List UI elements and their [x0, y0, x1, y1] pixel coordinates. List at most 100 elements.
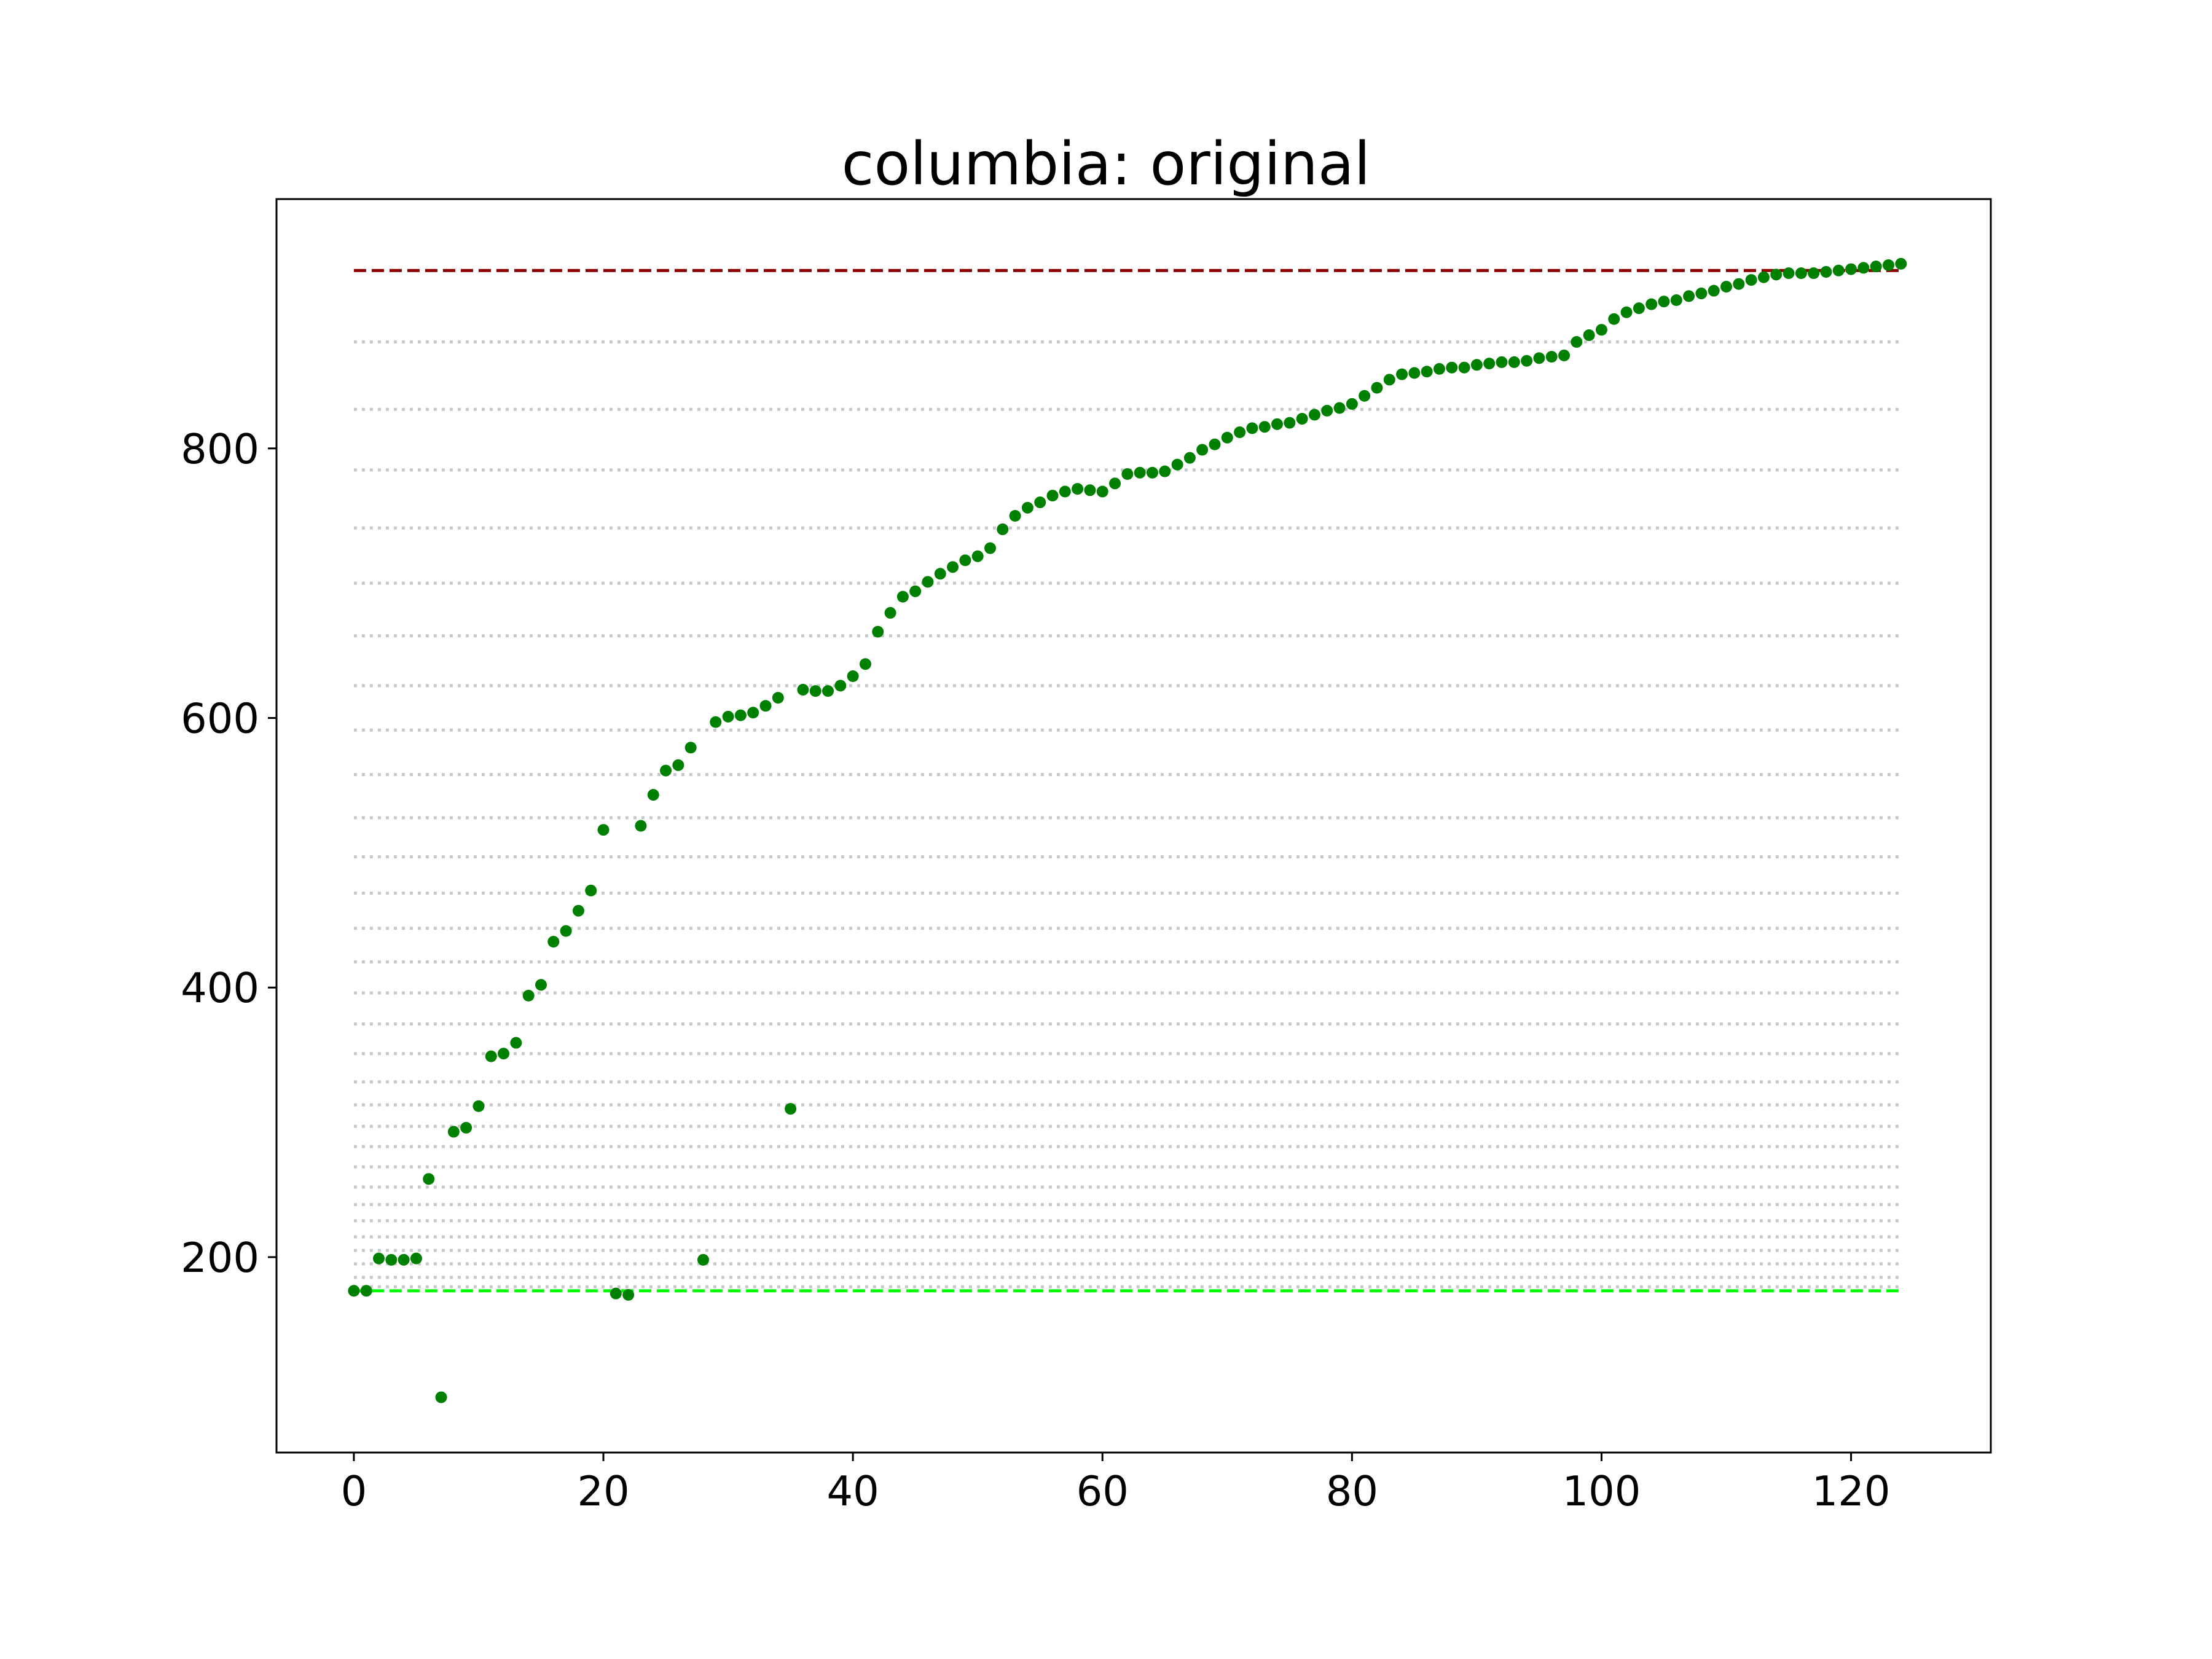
data-point [1895, 257, 1907, 270]
data-point [1583, 329, 1595, 342]
data-point [884, 606, 896, 619]
data-point [1072, 483, 1084, 495]
data-point [785, 1103, 797, 1115]
data-point [348, 1285, 360, 1297]
data-point [1383, 374, 1395, 386]
data-point [697, 1253, 709, 1266]
data-point [1571, 336, 1583, 348]
data-point [797, 683, 809, 696]
data-point [1808, 267, 1820, 280]
data-point [1857, 262, 1870, 274]
data-point [834, 680, 847, 692]
x-tick-label: 20 [577, 1467, 629, 1515]
data-point [734, 709, 747, 721]
data-point [1757, 271, 1770, 283]
data-point [522, 989, 535, 1002]
y-axis-ticks: 200 400 600 800 [181, 425, 276, 1282]
data-point [1745, 274, 1757, 286]
data-point [1733, 278, 1745, 290]
data-point [1271, 418, 1284, 430]
data-point [909, 585, 922, 597]
data-point [1670, 294, 1682, 307]
data-point [1183, 452, 1196, 464]
data-point [1134, 466, 1146, 479]
data-point [934, 568, 946, 580]
data-point [473, 1100, 485, 1112]
data-point [360, 1285, 372, 1297]
data-point [1359, 390, 1371, 402]
data-point [1720, 281, 1733, 293]
data-point [1533, 352, 1545, 364]
data-point [1159, 465, 1171, 477]
data-point [1521, 355, 1533, 367]
data-point [547, 936, 560, 948]
data-point [1296, 413, 1308, 425]
data-point [822, 685, 834, 697]
x-tick-label: 80 [1326, 1467, 1378, 1515]
data-point [947, 561, 959, 573]
data-point [922, 576, 934, 588]
data-point [447, 1126, 460, 1138]
data-point [510, 1037, 522, 1049]
data-point [1545, 351, 1558, 363]
data-point [1408, 367, 1421, 379]
data-point [435, 1391, 447, 1403]
y-tick-label: 600 [181, 695, 259, 743]
data-point [385, 1253, 398, 1266]
data-point [1321, 404, 1333, 417]
data-point [959, 554, 971, 567]
scatter-points [348, 257, 1907, 1403]
data-point [1084, 484, 1096, 496]
data-point [1558, 349, 1571, 361]
data-point [1658, 296, 1670, 308]
data-point [398, 1253, 410, 1266]
x-axis-ticks: 0 20 40 60 80 100 120 [341, 1453, 1891, 1515]
data-point [1845, 263, 1857, 275]
data-point [460, 1121, 473, 1134]
data-point [872, 626, 884, 638]
data-point [1645, 298, 1658, 310]
x-tick-label: 60 [1077, 1467, 1129, 1515]
data-point [1096, 485, 1108, 498]
data-point [410, 1252, 422, 1265]
data-point [1171, 458, 1183, 471]
data-point [809, 685, 822, 697]
data-point [585, 884, 597, 896]
data-point [1196, 444, 1209, 456]
data-point [1496, 356, 1508, 368]
data-point [485, 1050, 497, 1062]
data-point [660, 764, 672, 777]
data-point [1221, 431, 1233, 444]
chart-title: columbia: original [842, 130, 1371, 198]
data-point [1421, 366, 1433, 378]
data-point [1882, 259, 1894, 271]
data-point [647, 789, 659, 801]
dotted-level-lines [353, 340, 1901, 1288]
data-point [1508, 356, 1520, 368]
data-point [1433, 363, 1445, 375]
data-point [1458, 361, 1470, 374]
data-point [1770, 269, 1783, 281]
data-point [684, 742, 697, 754]
data-point [535, 979, 547, 991]
data-point [1708, 284, 1720, 297]
data-point [1246, 422, 1258, 434]
data-point [1121, 468, 1134, 480]
data-point [1595, 324, 1607, 336]
data-point [1446, 361, 1458, 374]
data-point [1371, 382, 1383, 394]
data-point [759, 700, 772, 712]
data-point [1396, 368, 1408, 380]
data-point [1695, 288, 1708, 300]
data-point [672, 759, 684, 771]
data-point [1109, 477, 1121, 490]
x-tick-label: 120 [1812, 1467, 1891, 1515]
data-point [971, 550, 984, 562]
data-point [859, 658, 871, 670]
data-point [1633, 302, 1645, 315]
data-point [560, 925, 572, 937]
data-point [747, 707, 759, 719]
data-point [1234, 426, 1246, 438]
data-point [1783, 267, 1795, 280]
